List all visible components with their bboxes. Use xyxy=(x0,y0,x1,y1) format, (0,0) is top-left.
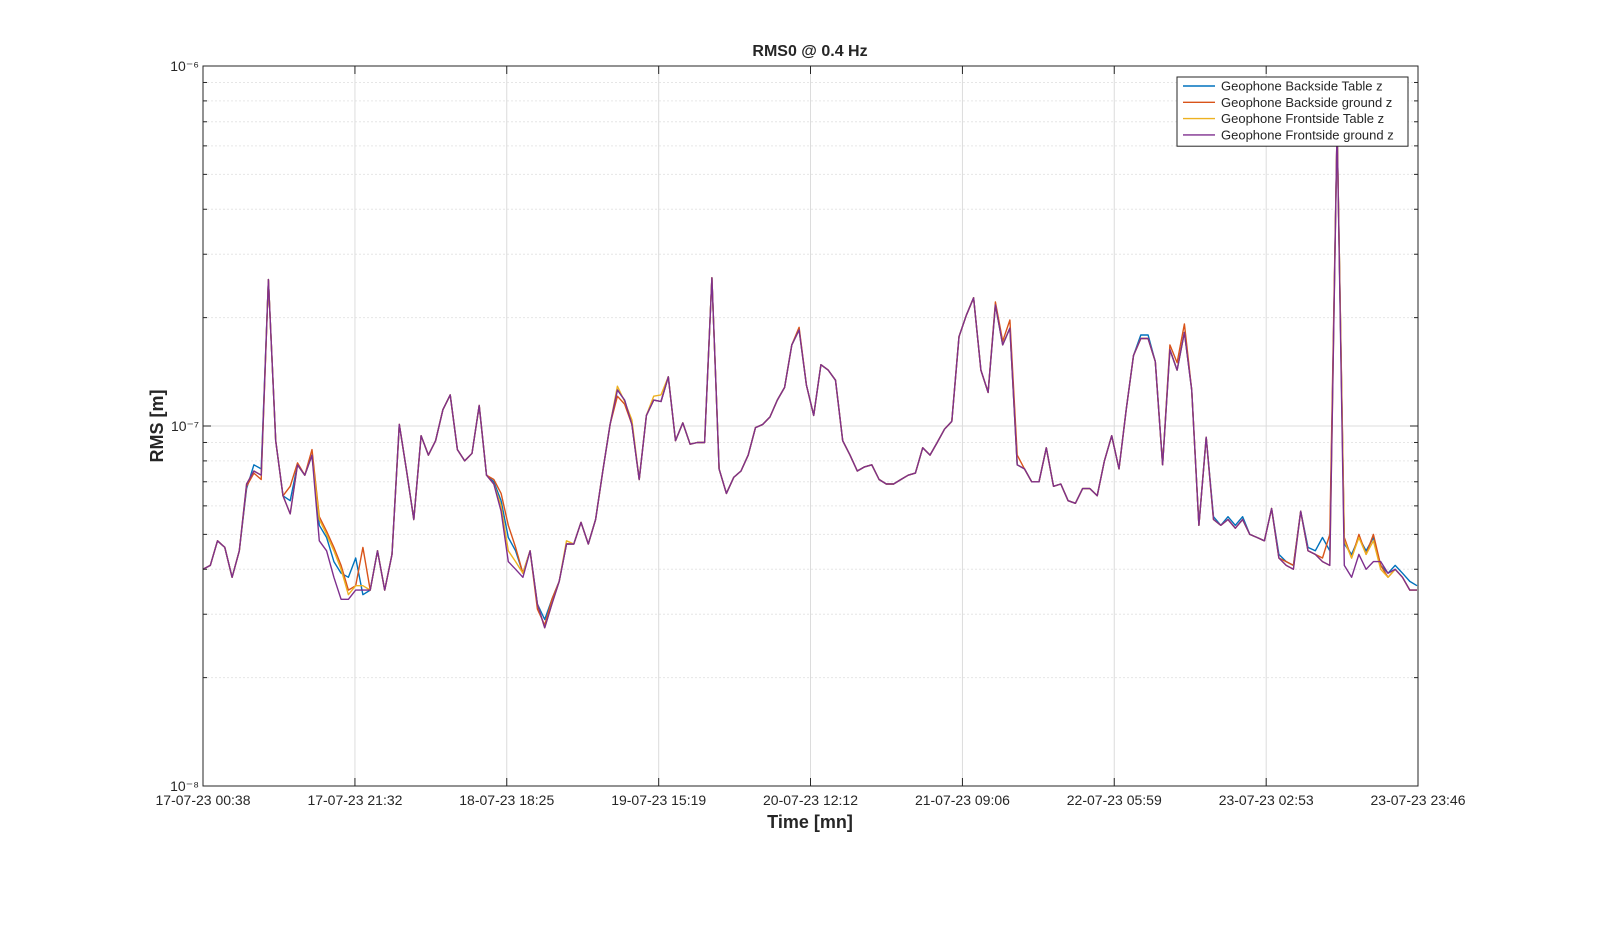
y-tick-label: 10⁻⁸ xyxy=(170,778,199,794)
legend-box xyxy=(1176,76,1409,147)
x-tick-label: 17-07-23 21:32 xyxy=(307,792,402,808)
y-tick-label: 10⁻⁶ xyxy=(170,58,199,74)
y-axis-label: RMS [m] xyxy=(147,390,167,463)
lines xyxy=(202,125,1418,629)
y-tick-label: 10⁻⁷ xyxy=(171,418,199,434)
legend-label: Geophone Frontside ground z xyxy=(1221,127,1394,142)
series-line xyxy=(202,125,1417,629)
x-axis-label: Time [mn] xyxy=(767,812,853,832)
x-tick-label: 19-07-23 15:19 xyxy=(611,792,706,808)
legend-label: Geophone Backside ground z xyxy=(1221,95,1392,110)
chart-title: RMS0 @ 0.4 Hz xyxy=(752,43,867,60)
x-tick-label: 21-07-23 09:06 xyxy=(915,792,1010,808)
x-tick-label: 17-07-23 00:38 xyxy=(156,792,251,808)
x-tick-label: 18-07-23 18:25 xyxy=(459,792,554,808)
legend-label: Geophone Backside Table z xyxy=(1221,79,1383,94)
x-tick-label: 23-07-23 02:53 xyxy=(1219,792,1314,808)
x-tick-label: 20-07-23 12:12 xyxy=(763,792,858,808)
x-tick-label: 22-07-23 05:59 xyxy=(1067,792,1162,808)
x-tick-label: 23-07-23 23:46 xyxy=(1371,792,1466,808)
ticks: 10⁻⁸ 10⁻⁷ 10⁻⁶ 17-07-23 00:38 17-07-23 21:32… xyxy=(156,58,1466,808)
legend-label: Geophone Frontside Table z xyxy=(1221,111,1384,126)
